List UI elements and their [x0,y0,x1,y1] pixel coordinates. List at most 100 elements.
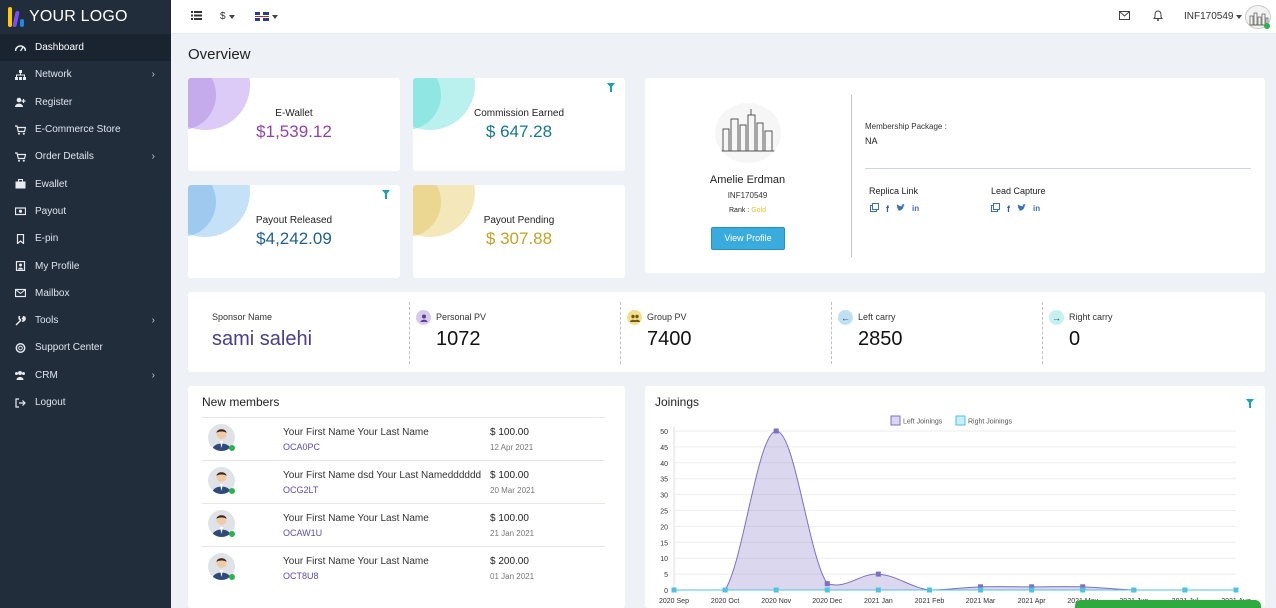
member-id[interactable]: OCAW1U [283,528,323,538]
member-row[interactable]: Your First Name Your Last Name OCA0PC $ 10… [202,417,605,460]
commission-label: Commission Earned [473,108,565,119]
profile-name: Amelie Erdman [709,174,786,186]
data-point [875,587,881,593]
sidebar-item-tools[interactable]: Tools › [0,307,171,334]
member-row[interactable]: Your First Name Your Last Name OCT8U8 $ 20… [202,546,605,589]
ewallet-card: E-Wallet $1,539.12 [188,78,400,171]
logo[interactable]: YOUR LOGO [0,0,171,34]
facebook-icon[interactable]: f [886,203,889,214]
membership-divider [865,168,1251,169]
twitter-icon[interactable] [1017,203,1026,214]
sidebar-item-register[interactable]: Register [0,89,171,116]
member-name: Your First Name dsd Your Last Namedddddd [283,470,482,481]
member-date: 01 Jan 2021 [490,572,535,581]
users-icon [12,369,28,381]
data-point [824,587,830,593]
sidebar-item-my-profile[interactable]: My Profile [0,252,171,279]
sidebar-item-dashboard[interactable]: Dashboard [0,34,171,62]
y-tick-label: 15 [660,540,668,547]
sidebar-item-label: Payout [35,205,67,217]
online-status-icon [1264,23,1270,29]
sidebar-item-e-commerce-store[interactable]: E-Commerce Store [0,116,171,143]
mail-icon[interactable] [1119,11,1130,20]
chevron-down-icon [1236,14,1243,19]
sidebar-item-order-details[interactable]: Order Details › [0,143,171,170]
membership-value: NA [865,136,878,146]
view-profile-button[interactable]: View Profile [711,227,785,250]
replica-label: Replica Link [869,186,919,196]
member-row[interactable]: Your First Name dsd Your Last Namedddddd… [202,460,605,503]
data-point [1080,587,1086,593]
filter-icon[interactable] [607,83,615,92]
user-menu[interactable]: INF170549 [1184,11,1243,22]
member-row[interactable]: Your First Name Your Last Name OCAW1U $ 10… [202,503,605,546]
sidebar-item-crm[interactable]: CRM › [0,362,171,389]
currency-label: $ [220,11,226,22]
sidebar-item-payout[interactable]: Payout [0,198,171,225]
legend-label: Left Joinings [903,419,943,426]
member-amount: $ 100.00 [490,427,529,438]
data-point [1080,584,1086,590]
profile-divider [851,95,852,257]
envelope-icon [12,287,28,299]
language-dropdown[interactable] [255,12,278,21]
facebook-icon[interactable]: f [1007,203,1010,214]
sidebar-item-label: E-pin [35,233,59,245]
user-plus-icon [12,96,28,108]
commission-value: $ 647.28 [485,122,553,141]
member-id[interactable]: OCA0PC [283,442,321,452]
personal-pv-icon [416,310,431,325]
x-tick-label: 2020 Oct [711,598,739,605]
sidebar-item-ewallet[interactable]: Ewallet [0,170,171,197]
support-icon [12,342,28,354]
sidebar-item-label: Ewallet [35,178,68,190]
data-point [671,587,677,593]
rank-value: Gold [751,207,766,214]
progress-strip [1075,600,1261,608]
personal-pv-label: Personal PV [436,312,487,322]
linkedin-icon[interactable]: in [912,204,920,213]
joinings-title: Joinings [655,395,700,409]
currency-dropdown[interactable]: $ [220,11,235,22]
sidebar-item-support-center[interactable]: Support Center [0,334,171,361]
y-tick-label: 0 [664,588,668,595]
member-id[interactable]: OCG2LT [283,485,319,495]
filter-icon[interactable] [382,190,390,199]
uk-flag-icon [255,12,269,21]
sidebar-item-label: Network [35,69,72,81]
sidebar-item-e-pin[interactable]: E-pin [0,225,171,252]
filter-icon[interactable] [1246,399,1254,408]
y-tick-label: 5 [664,572,668,579]
member-id[interactable]: OCT8U8 [283,571,319,581]
user-avatar[interactable] [1245,5,1271,29]
bell-icon[interactable] [1153,10,1163,21]
menu-toggle-icon[interactable] [191,11,202,20]
sitemap-icon [12,69,28,81]
copy-icon[interactable] [991,203,1000,214]
left-carry-value: 2850 [858,328,903,350]
data-point [1029,587,1035,593]
payout-released-card: Payout Released $4,242.09 [188,185,400,278]
x-tick-label: 2020 Nov [761,598,791,605]
linkedin-icon[interactable]: in [1033,204,1041,213]
data-point [978,584,984,590]
x-tick-label: 2020 Sep [659,598,689,605]
copy-icon[interactable] [870,203,879,214]
new-members-card: New members Your First Name Your Last Na… [188,386,625,608]
ewallet-value: $1,539.12 [256,122,332,141]
twitter-icon[interactable] [896,203,905,214]
money-icon [12,205,28,217]
dashboard-icon [12,42,28,54]
sidebar-item-logout[interactable]: Logout [0,389,171,416]
cart-icon [12,151,28,163]
briefcase-icon [12,178,28,190]
wrench-icon [12,315,28,327]
data-point [1182,587,1188,593]
member-date: 21 Jan 2021 [490,529,535,538]
sidebar-item-mailbox[interactable]: Mailbox [0,280,171,307]
sidebar-item-label: Register [35,96,73,108]
logo-text: YOUR LOGO [29,8,128,25]
sidebar-item-label: Tools [35,315,59,327]
sidebar-item-network[interactable]: Network › [0,61,171,88]
legend-label: Right Joinings [968,419,1012,426]
